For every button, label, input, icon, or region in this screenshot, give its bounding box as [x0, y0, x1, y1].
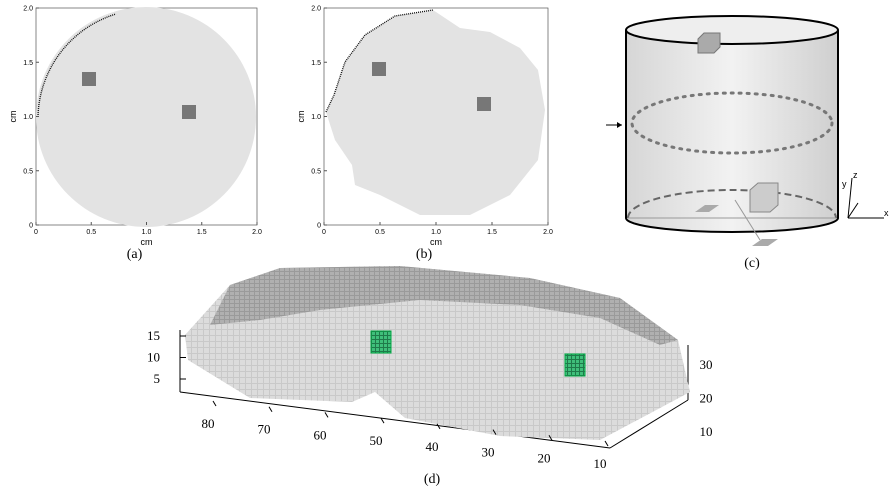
x-axis-label: cm: [430, 237, 442, 247]
x-tick-label: 20: [538, 450, 551, 465]
panel-label: (b): [416, 247, 433, 262]
y-tick-label: 2.0: [311, 6, 321, 13]
x-tick-label: 80: [202, 416, 215, 431]
x-tick-label: 1.5: [197, 229, 207, 236]
x-tick-label: 1.0: [431, 229, 441, 236]
x-tick-label: 0.5: [375, 229, 385, 236]
axis-name: y: [842, 179, 847, 189]
x-tick-label: 0.5: [86, 229, 96, 236]
arrow-head: [617, 122, 622, 128]
y-tick-label: 10: [700, 424, 713, 439]
y-axis-label: cm: [296, 111, 306, 123]
y-tick-label: 30: [700, 357, 713, 372]
inclusion: [182, 105, 196, 119]
axis-name: z: [853, 170, 858, 180]
x-tick-label: 40: [426, 439, 439, 454]
x-tick-label: 10: [594, 456, 607, 471]
panel-a: [36, 7, 257, 227]
x-tick-label: 0: [34, 229, 38, 236]
x-tick-label: 2.0: [543, 229, 553, 236]
axis-name: x: [884, 208, 889, 218]
x-tick-label: 0: [322, 229, 326, 236]
x-tick-label: 1.5: [487, 229, 497, 236]
x-tick-label: 30: [482, 445, 495, 460]
y-axis-label: cm: [8, 111, 18, 123]
panel-c: [606, 16, 884, 246]
cube: [750, 183, 778, 212]
y-tick-label: 0.5: [23, 168, 33, 175]
cylinder-body: [626, 30, 838, 232]
y-tick-label: 1.0: [23, 114, 33, 121]
inclusion: [82, 72, 96, 86]
inclusion: [565, 354, 585, 376]
figure: 00.51.01.52.000.51.01.52.0cmcm(a)00.51.0…: [0, 0, 892, 490]
x-tick-label: 2.0: [252, 229, 262, 236]
panel-label: (a): [127, 247, 143, 262]
x-tick: [605, 441, 608, 446]
axes-glyph: [848, 178, 884, 218]
panel-b: [324, 8, 548, 225]
phantom: [326, 10, 545, 215]
x-tick-label: 1.0: [142, 229, 152, 236]
inclusion: [371, 331, 391, 353]
y-tick-label: 1.0: [311, 114, 321, 121]
cube: [698, 33, 720, 53]
x-axis-label: cm: [141, 237, 153, 247]
y-tick-label: 0: [317, 223, 321, 230]
x-tick-label: 50: [370, 433, 383, 448]
y-tick-label: 0.5: [311, 168, 321, 175]
x-tick-label: 60: [314, 427, 327, 442]
y-tick-label: 1.5: [23, 60, 33, 67]
panel-label: (d): [424, 472, 441, 487]
inclusion: [372, 62, 386, 76]
y-tick-label: 0: [29, 223, 33, 230]
cylinder-top: [626, 16, 838, 44]
panel-d: [180, 266, 690, 448]
x-tick: [213, 401, 216, 406]
x-tick: [437, 424, 440, 429]
y-tick-label: 20: [700, 391, 713, 406]
y-tick-label: 2.0: [23, 6, 33, 13]
z-tick-label: 5: [154, 371, 161, 386]
panel-label: (c): [744, 256, 760, 271]
z-tick-label: 15: [147, 328, 160, 343]
x-tick-label: 70: [258, 422, 271, 437]
x-tick: [325, 412, 328, 417]
shadow: [752, 239, 778, 246]
phantom: [36, 7, 256, 227]
inclusion: [477, 97, 491, 111]
page: 00.51.01.52.000.51.01.52.0cmcm(a)00.51.0…: [0, 0, 892, 490]
x-tick: [269, 407, 272, 412]
z-tick-label: 10: [147, 350, 160, 365]
y-tick-label: 1.5: [311, 60, 321, 67]
